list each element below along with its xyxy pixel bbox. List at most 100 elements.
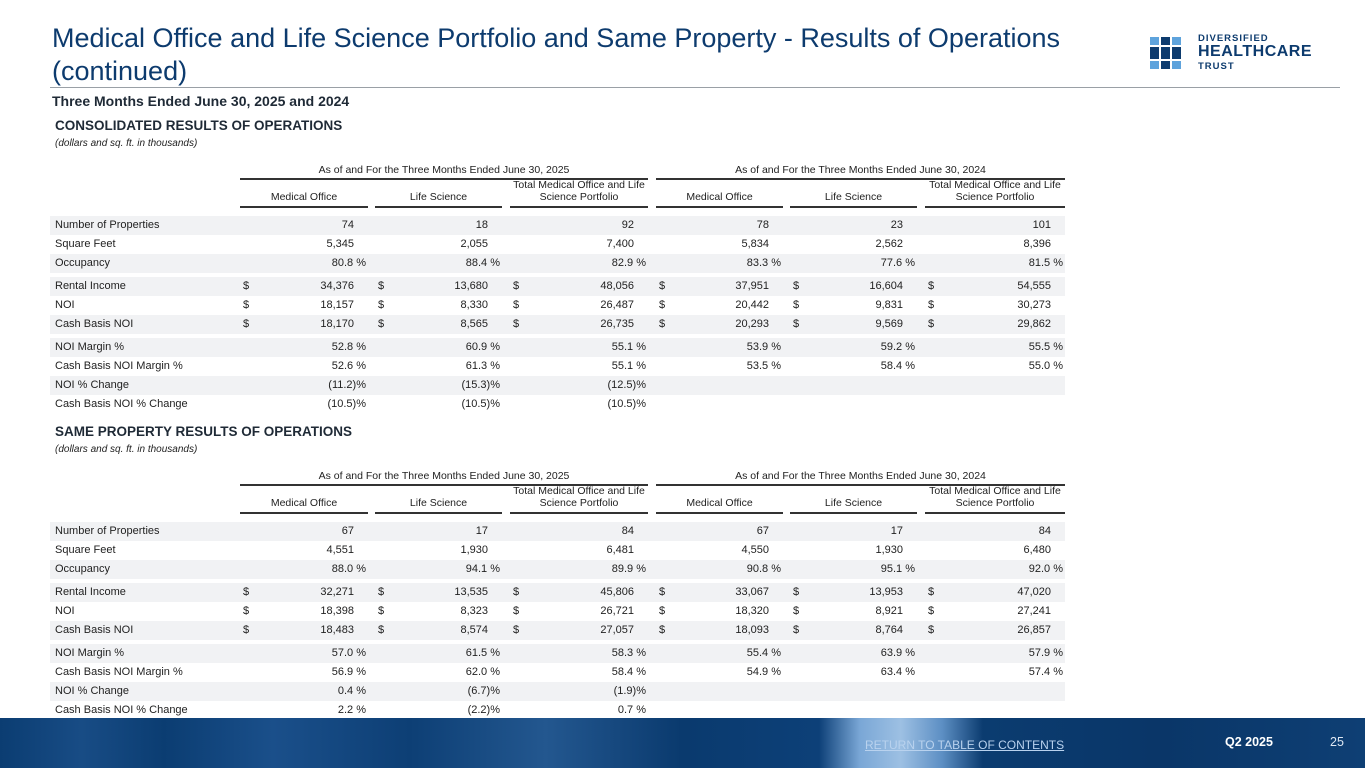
cell-value: 84 <box>621 525 634 537</box>
cell-value: (10.5)% <box>327 398 366 410</box>
cell-value: 88.4 % <box>465 257 500 269</box>
currency-symbol: $ <box>243 280 250 292</box>
cell-value: 26,735 <box>600 318 634 330</box>
cell-value: 17 <box>475 525 488 537</box>
cell-value: 32,271 <box>320 586 354 598</box>
cell-value: 67 <box>341 525 354 537</box>
table-row: Number of Properties 74 18 92 78 23 101 <box>50 216 1065 235</box>
row-label: NOI <box>55 605 75 617</box>
cell-value: 55.0 % <box>1028 360 1063 372</box>
table-row: Cash Basis NOI % Change 2.2 % (2.2)% 0.7 % <box>50 701 1065 720</box>
cell-value: 81.5 % <box>1028 257 1063 269</box>
cell-value: 26,487 <box>600 299 634 311</box>
company-logo: DIVERSIFIED HEALTHCARE TRUST <box>1150 33 1350 78</box>
cell-value: 58.3 % <box>611 647 646 659</box>
currency-symbol: $ <box>513 605 520 617</box>
cell-value: (2.2)% <box>467 704 500 716</box>
table-row: Rental Income $34,376 $13,680 $48,056 $37,95… <box>50 277 1065 296</box>
row-label: Occupancy <box>55 563 111 575</box>
cell-value: 67 <box>756 525 769 537</box>
row-label: Cash Basis NOI Margin % <box>55 360 183 372</box>
cell-value: 30,273 <box>1017 299 1051 311</box>
cell-value: 5,345 <box>326 238 354 250</box>
currency-symbol: $ <box>243 299 250 311</box>
cell-value: 0.7 % <box>617 704 646 716</box>
row-label: Rental Income <box>55 586 126 598</box>
row-label: Cash Basis NOI <box>55 624 134 636</box>
logo-text: DIVERSIFIED <box>1198 33 1269 44</box>
logo-text: HEALTHCARE <box>1198 43 1313 60</box>
table-row: NOI $18,157 $8,330 $26,487 $20,442 $9,831 $30,… <box>50 296 1065 315</box>
currency-symbol: $ <box>378 280 385 292</box>
cell-value: 18,398 <box>320 605 354 617</box>
cell-value: 2,562 <box>875 238 903 250</box>
row-label: Cash Basis NOI <box>55 318 134 330</box>
cell-value: 52.8 % <box>331 341 366 353</box>
section-note: (dollars and sq. ft. in thousands) <box>55 138 198 149</box>
cell-value: 89.9 % <box>611 563 646 575</box>
table-row: Number of Properties 67 17 84 67 17 84 <box>50 522 1065 541</box>
cell-value: (11.2)% <box>328 379 366 391</box>
currency-symbol: $ <box>243 586 250 598</box>
cell-value: 26,721 <box>600 605 634 617</box>
cell-value: 74 <box>341 219 354 231</box>
period-header: As of and For the Three Months Ended Jun… <box>240 164 648 180</box>
quarter-label: Q2 2025 <box>1225 735 1273 749</box>
cell-value: 60.9 % <box>465 341 500 353</box>
row-label: NOI % Change <box>55 379 129 391</box>
cell-value: 48,056 <box>600 280 634 292</box>
table-row: NOI Margin % 52.8 % 60.9 % 55.1 % 53.9 % 59.2… <box>50 338 1065 357</box>
cell-value: 8,921 <box>875 605 903 617</box>
section-note: (dollars and sq. ft. in thousands) <box>55 444 198 455</box>
cell-value: 8,565 <box>460 318 488 330</box>
cell-value: 54,555 <box>1017 280 1051 292</box>
cell-value: 34,376 <box>320 280 354 292</box>
row-label: Number of Properties <box>55 219 160 231</box>
cell-value: 13,680 <box>454 280 488 292</box>
cell-value: 95.1 % <box>880 563 915 575</box>
row-label: Cash Basis NOI % Change <box>55 704 188 716</box>
cell-value: 18,320 <box>735 605 769 617</box>
currency-symbol: $ <box>793 624 800 636</box>
cell-value: 20,293 <box>735 318 769 330</box>
currency-symbol: $ <box>513 280 520 292</box>
currency-symbol: $ <box>659 586 666 598</box>
currency-symbol: $ <box>928 318 935 330</box>
currency-symbol: $ <box>659 624 666 636</box>
cell-value: (6.7)% <box>467 685 500 697</box>
currency-symbol: $ <box>513 586 520 598</box>
cell-value: 5,834 <box>741 238 769 250</box>
table-row: Cash Basis NOI $18,170 $8,565 $26,735 $20,29… <box>50 315 1065 334</box>
return-to-toc-link[interactable]: RETURN TO TABLE OF CONTENTS <box>865 738 1065 752</box>
cell-value: 2,055 <box>460 238 488 250</box>
period-header: As of and For the Three Months Ended Jun… <box>240 470 648 486</box>
cell-value: 17 <box>890 525 903 537</box>
column-header: Total Medical Office and Life Science Po… <box>510 485 648 514</box>
logo-text: TRUST <box>1198 61 1235 72</box>
currency-symbol: $ <box>659 605 666 617</box>
cell-value: 92.0 % <box>1028 563 1063 575</box>
cell-value: 55.5 % <box>1028 341 1063 353</box>
currency-symbol: $ <box>513 299 520 311</box>
cell-value: 54.9 % <box>746 666 781 678</box>
cell-value: 18,093 <box>735 624 769 636</box>
cell-value: 80.8 % <box>331 257 366 269</box>
table-row: Square Feet 5,345 2,055 7,400 5,834 2,562 8,39… <box>50 235 1065 254</box>
currency-symbol: $ <box>378 605 385 617</box>
row-label: Cash Basis NOI Margin % <box>55 666 183 678</box>
column-header: Life Science <box>790 180 917 208</box>
cell-value: 6,480 <box>1023 544 1051 556</box>
column-header: Total Medical Office and Life Science Po… <box>925 179 1065 208</box>
column-header: Medical Office <box>656 486 783 514</box>
cell-value: 82.9 % <box>611 257 646 269</box>
cell-value: 8,574 <box>460 624 488 636</box>
cell-value: 27,057 <box>600 624 634 636</box>
column-header: Life Science <box>375 180 502 208</box>
currency-symbol: $ <box>793 586 800 598</box>
cell-value: 16,604 <box>869 280 903 292</box>
currency-symbol: $ <box>793 605 800 617</box>
table-row: NOI % Change (11.2)% (15.3)% (12.5)% <box>50 376 1065 395</box>
table-row: Square Feet 4,551 1,930 6,481 4,550 1,930 6,48… <box>50 541 1065 560</box>
table-row: NOI Margin % 57.0 % 61.5 % 58.3 % 55.4 % 63.9… <box>50 644 1065 663</box>
cell-value: 0.4 % <box>337 685 366 697</box>
